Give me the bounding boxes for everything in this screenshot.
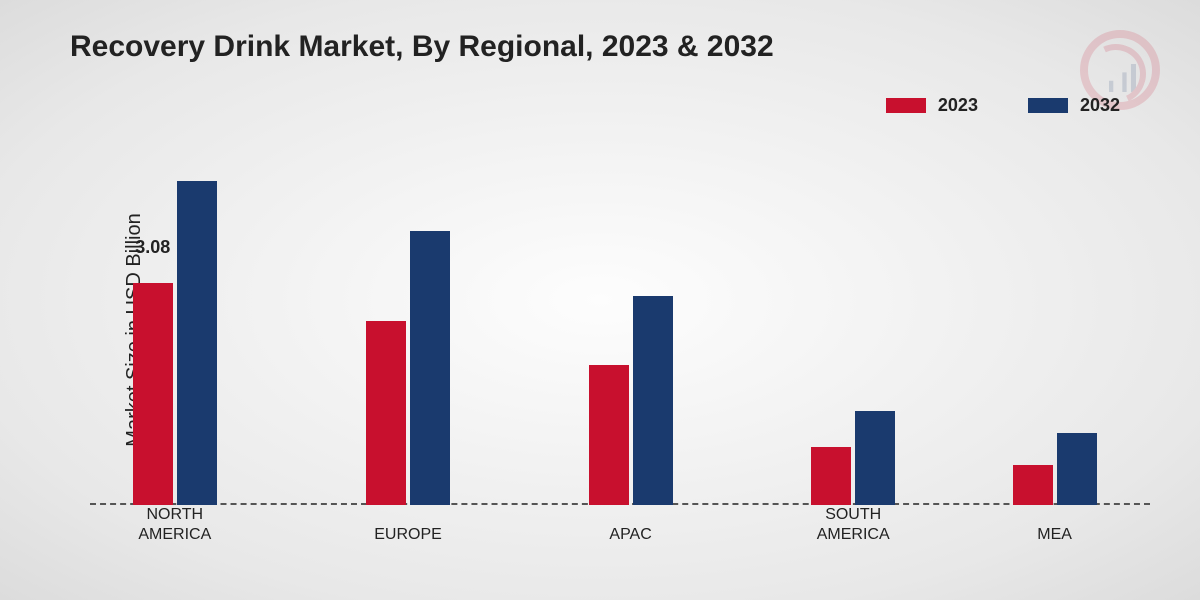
legend-label-2032: 2032 bbox=[1080, 95, 1120, 116]
legend-label-2023: 2023 bbox=[938, 95, 978, 116]
legend: 2023 2032 bbox=[886, 95, 1120, 116]
x-axis-label: EUROPE bbox=[374, 525, 442, 545]
bar-group bbox=[1013, 433, 1097, 505]
bar bbox=[1057, 433, 1097, 505]
bar bbox=[855, 411, 895, 505]
bar bbox=[410, 231, 450, 505]
bar bbox=[366, 321, 406, 505]
x-axis-label: SOUTH AMERICA bbox=[817, 505, 890, 545]
bar bbox=[811, 447, 851, 505]
bar bbox=[1013, 465, 1053, 505]
chart-title: Recovery Drink Market, By Regional, 2023… bbox=[70, 30, 774, 64]
legend-swatch-2023 bbox=[886, 98, 926, 113]
bar-group bbox=[589, 296, 673, 505]
bar bbox=[133, 283, 173, 505]
bar bbox=[633, 296, 673, 505]
value-label: 3.08 bbox=[135, 237, 170, 258]
x-axis-label: MEA bbox=[1037, 525, 1072, 545]
legend-item-2032: 2032 bbox=[1028, 95, 1120, 116]
bar-group bbox=[811, 411, 895, 505]
bar bbox=[177, 181, 217, 505]
legend-swatch-2032 bbox=[1028, 98, 1068, 113]
x-axis-label: APAC bbox=[609, 525, 651, 545]
x-axis-label: NORTH AMERICA bbox=[138, 505, 211, 545]
bar-group: 3.08 bbox=[133, 181, 217, 505]
legend-item-2023: 2023 bbox=[886, 95, 978, 116]
bar bbox=[589, 365, 629, 505]
plot-area: 3.08 bbox=[90, 145, 1150, 505]
bar-group bbox=[366, 231, 450, 505]
